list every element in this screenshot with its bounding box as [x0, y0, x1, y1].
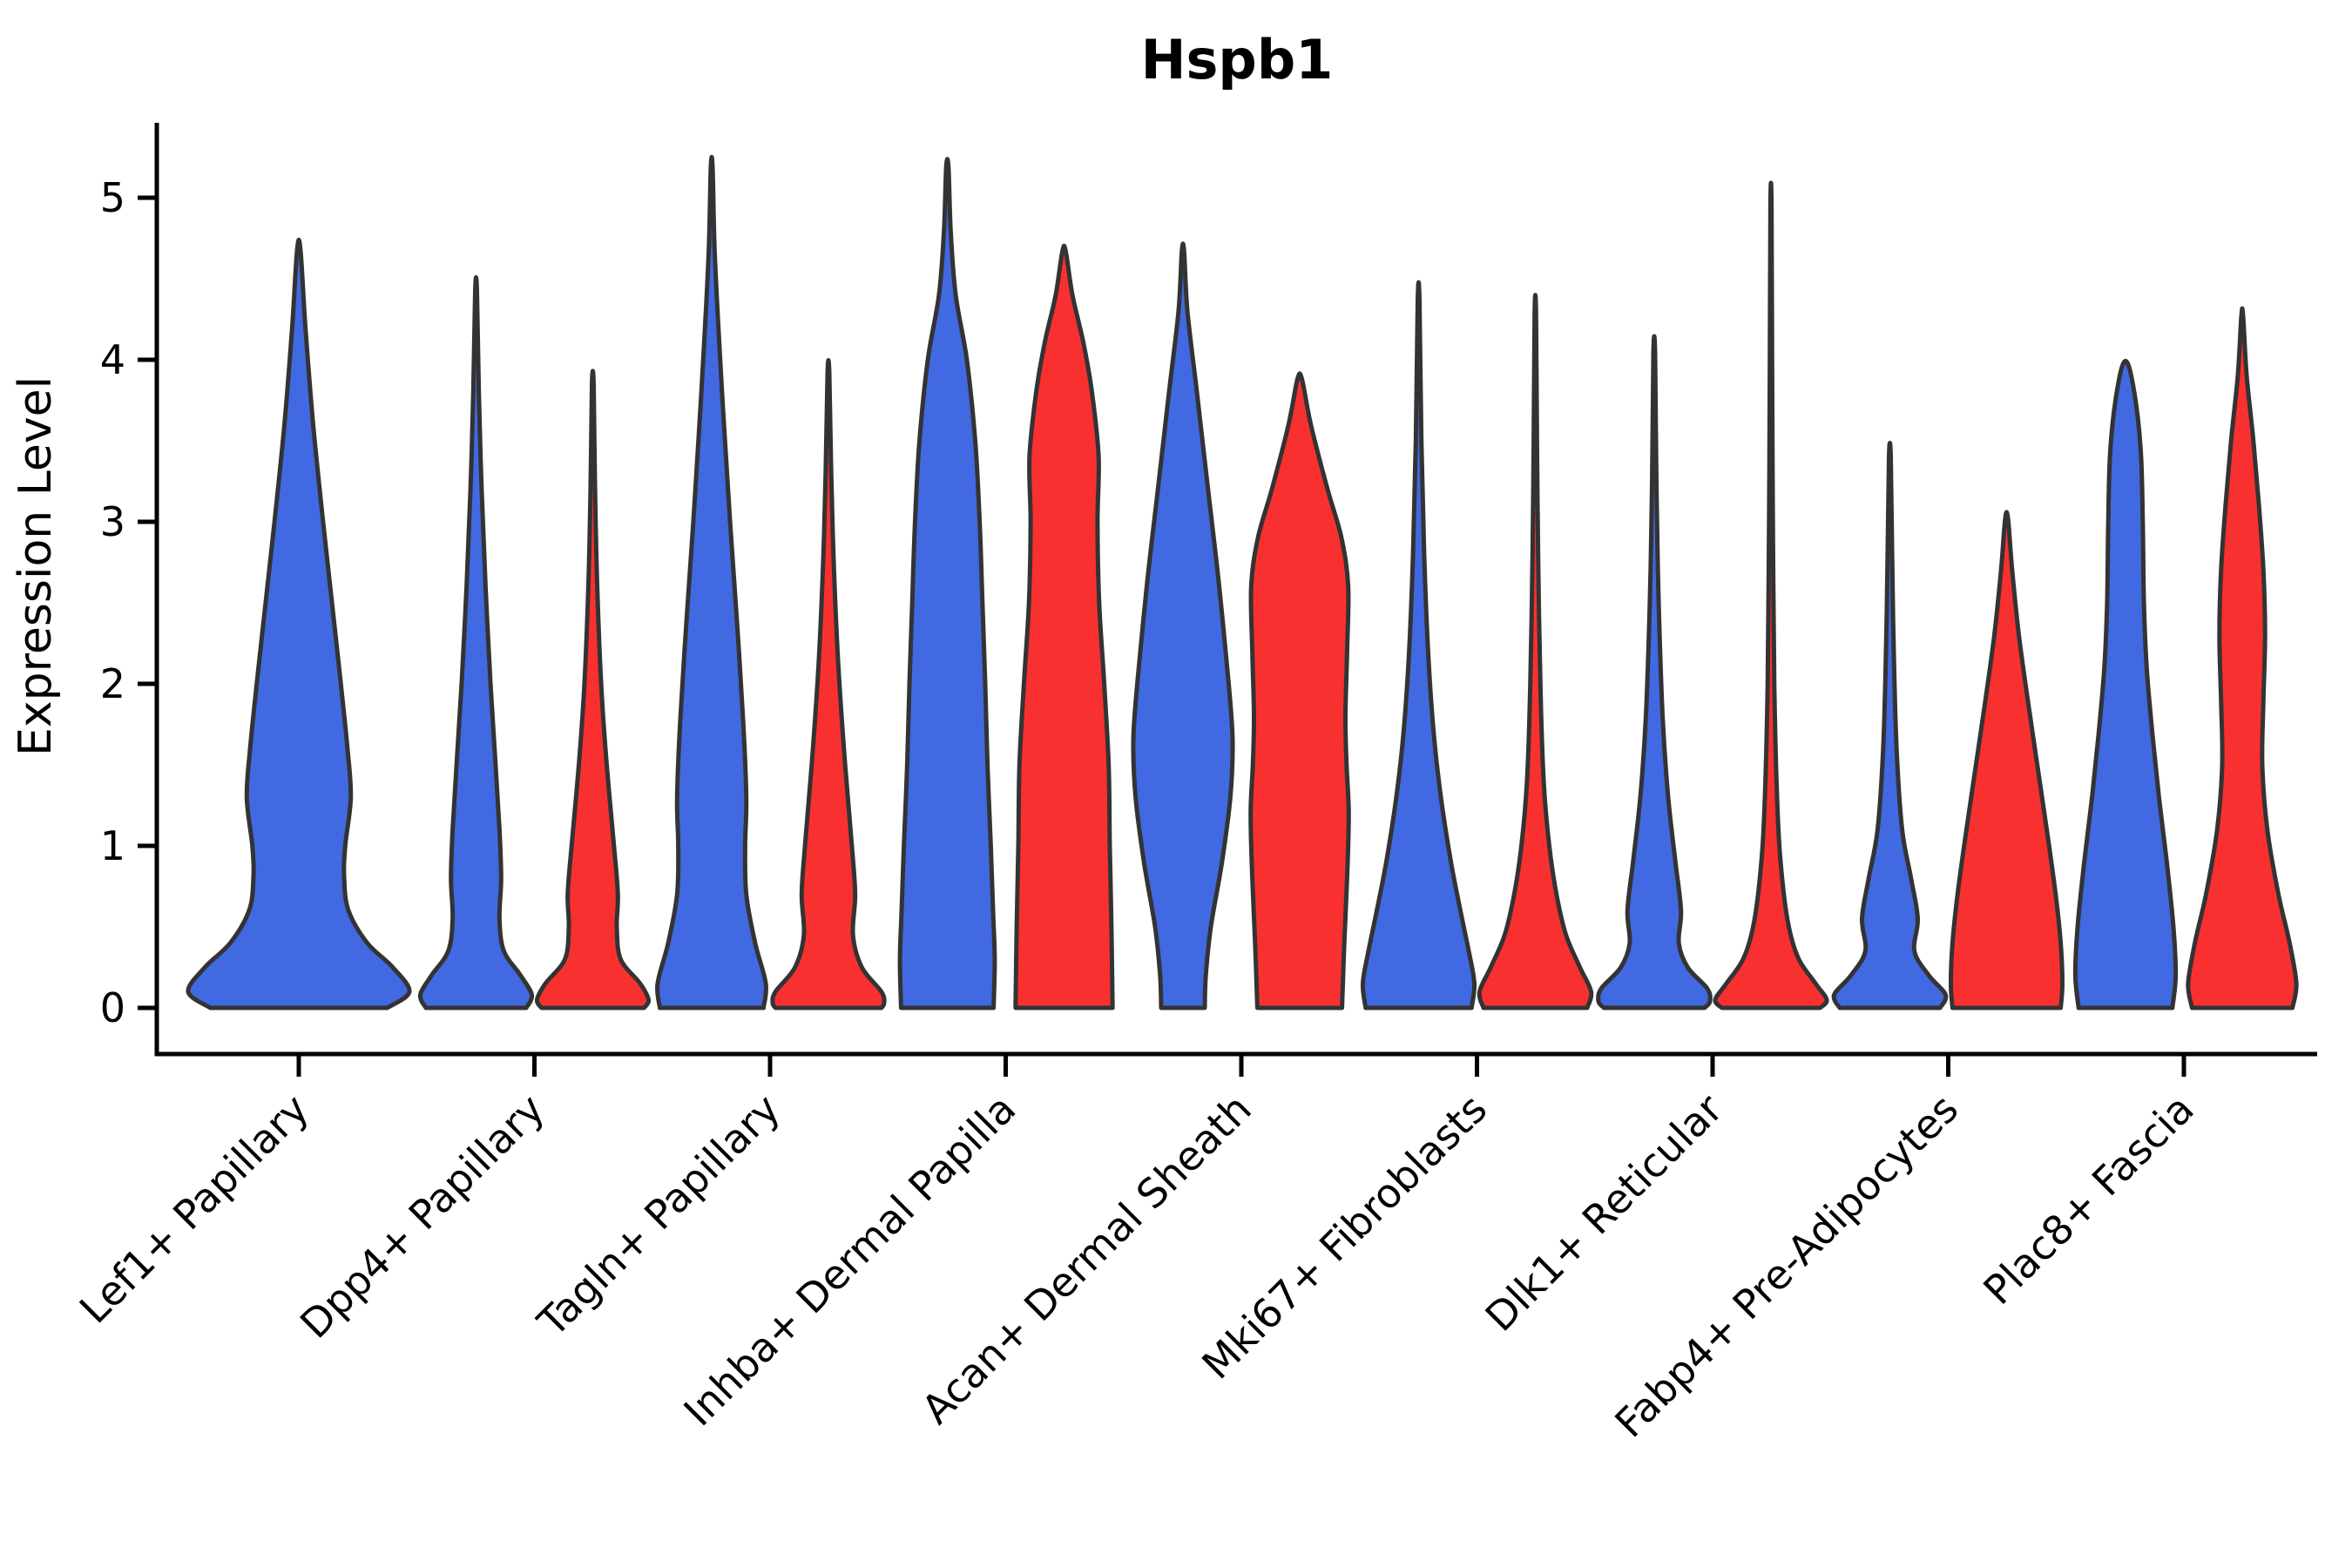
violin-acan-dermal-sheath-blue [1131, 241, 1235, 1010]
violin-plac8-fascia-blue [2072, 358, 2179, 1010]
violin-tagln-papillary-blue [655, 154, 768, 1010]
violin-inhba-dermal-papilla-red [1013, 243, 1115, 1010]
y-tick-label-1: 1 [100, 822, 125, 869]
violin-fabp4-pre-adipocytes-red [1949, 510, 2065, 1010]
violin-mki67-fibroblasts-red [1477, 293, 1594, 1010]
y-tick-label-4: 4 [100, 336, 125, 383]
axes-layer [154, 123, 2317, 1057]
violin-acan-dermal-sheath-red [1248, 371, 1351, 1010]
violin-plac8-fascia-red [2186, 306, 2299, 1010]
y-tick-label-5: 5 [100, 174, 125, 221]
violins-layer [186, 154, 2299, 1010]
violin-mki67-fibroblasts-blue [1360, 280, 1477, 1010]
violin-tagln-papillary-red [770, 358, 887, 1010]
chart-title: Hspb1 [1141, 28, 1334, 91]
violin-dlk1-reticular-red [1713, 180, 1829, 1010]
violin-dlk1-reticular-blue [1596, 334, 1713, 1010]
y-tick-label-3: 3 [100, 498, 125, 545]
y-tick-label-2: 2 [100, 660, 125, 707]
violin-dpp4-papillary-red [534, 368, 652, 1010]
violin-lef1-papillary-blue [186, 237, 412, 1010]
y-axis-label: Expression Level [10, 376, 62, 756]
violin-fabp4-pre-adipocytes-blue [1831, 441, 1949, 1010]
y-tick-label-0: 0 [100, 984, 125, 1031]
violin-dpp4-papillary-blue [417, 274, 535, 1010]
violin-inhba-dermal-papilla-blue [897, 157, 997, 1010]
